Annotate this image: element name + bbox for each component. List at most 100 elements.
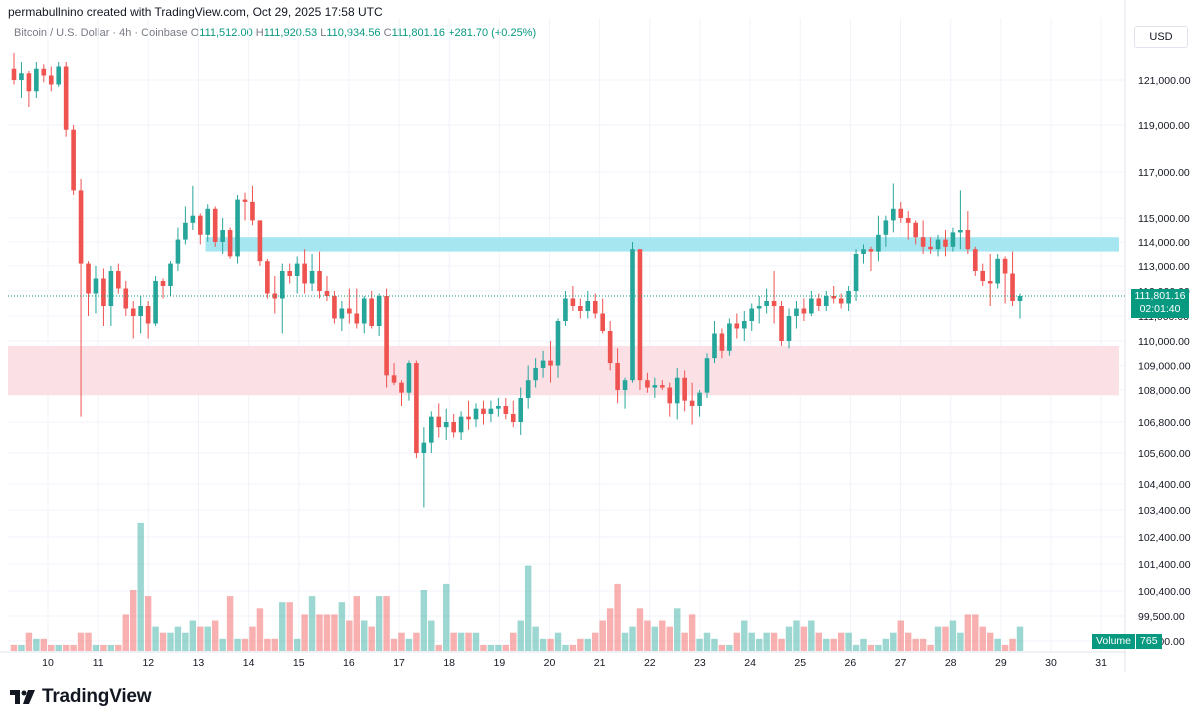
- candle-body: [592, 301, 598, 314]
- volume-bar: [517, 620, 524, 651]
- candle-body: [421, 442, 427, 453]
- volume-bar: [353, 596, 361, 651]
- volume-bar: [405, 638, 413, 651]
- volume-bar: [718, 644, 726, 651]
- price-tick-label: 113,000.00: [1138, 261, 1190, 273]
- time-tick-label: 28: [945, 657, 957, 669]
- volume-bar: [48, 644, 55, 651]
- volume-bar: [293, 638, 301, 651]
- candle: [347, 288, 352, 324]
- candle-body: [585, 301, 591, 311]
- candle-body: [853, 254, 859, 291]
- candle: [749, 303, 755, 331]
- candle: [891, 183, 896, 233]
- candle: [660, 380, 665, 390]
- candle-body: [391, 375, 397, 383]
- volume-bar: [442, 583, 450, 651]
- candle: [630, 242, 635, 383]
- volume-bar: [375, 596, 383, 651]
- candle: [406, 360, 412, 401]
- volume-bar: [867, 644, 875, 651]
- watermark-header: permabullnino created with TradingView.c…: [8, 5, 383, 19]
- candle-body: [987, 281, 993, 284]
- volume-bar: [211, 620, 219, 651]
- candle: [205, 204, 211, 242]
- currency-button[interactable]: USD: [1134, 26, 1188, 48]
- candle: [600, 298, 606, 334]
- candle-body: [361, 298, 367, 324]
- open-value: 111,512.00: [199, 27, 253, 39]
- candle-body: [145, 306, 151, 324]
- volume-bar: [606, 608, 614, 651]
- candle: [332, 291, 337, 324]
- candle-body: [183, 222, 188, 240]
- volume-bar: [465, 632, 472, 651]
- candle: [227, 227, 233, 259]
- volume-bar: [189, 620, 197, 651]
- candle: [309, 254, 315, 291]
- volume-bars: [10, 522, 1024, 651]
- volume-bar: [636, 608, 644, 651]
- close-label: C: [383, 27, 392, 39]
- candle: [756, 296, 762, 324]
- candle-body: [823, 296, 829, 306]
- candle: [250, 185, 255, 226]
- candle: [481, 400, 486, 425]
- candle-body: [846, 291, 851, 304]
- candle-body: [302, 263, 307, 284]
- candle-body: [868, 249, 874, 252]
- volume-bar: [502, 644, 510, 651]
- volume-value: 765: [1136, 634, 1162, 649]
- volume-bar: [264, 638, 271, 651]
- price-axis: 121,000.00 119,000.00 117,000.00 115,000.00…: [1138, 75, 1191, 648]
- candle-body: [78, 190, 84, 264]
- volume-bar: [562, 644, 569, 651]
- candle: [41, 64, 47, 83]
- volume-bar: [85, 632, 92, 651]
- candle-body: [108, 271, 114, 306]
- volume-bar: [152, 626, 159, 651]
- time-tick-label: 19: [494, 657, 506, 669]
- volume-bar: [279, 602, 286, 651]
- candle-body: [220, 230, 225, 242]
- candle-body: [347, 308, 352, 314]
- candle: [235, 195, 240, 264]
- volume-bar: [979, 626, 986, 651]
- candle: [212, 206, 218, 247]
- price-tick-label: 101,400.00: [1138, 559, 1191, 571]
- candle: [987, 254, 993, 306]
- time-tick-label: 14: [243, 657, 255, 669]
- candle-body: [689, 400, 695, 406]
- volume-bar: [845, 632, 852, 651]
- volume-bar: [986, 632, 994, 651]
- volume-bar: [197, 626, 204, 651]
- candle-body: [898, 208, 904, 218]
- candle: [570, 286, 576, 311]
- candle-body: [764, 301, 769, 306]
- candle-body: [26, 73, 32, 92]
- candle: [525, 365, 531, 409]
- tradingview-logo[interactable]: TradingView: [10, 686, 152, 708]
- candle: [1017, 293, 1023, 319]
- candle-body: [369, 298, 374, 326]
- candle-body: [913, 222, 918, 238]
- candle: [764, 288, 769, 314]
- candle: [719, 328, 725, 359]
- candle-body: [414, 363, 419, 453]
- time-tick-label: 31: [1095, 657, 1107, 669]
- candle: [585, 291, 591, 319]
- candle-body: [749, 308, 755, 321]
- volume-bar: [755, 638, 763, 651]
- candle-body: [265, 261, 270, 294]
- candle: [674, 367, 680, 420]
- candle: [652, 377, 658, 398]
- candle: [838, 293, 844, 309]
- volume-bar: [390, 638, 398, 651]
- candle-body: [399, 382, 404, 393]
- volume-bar: [815, 632, 823, 651]
- candle-body: [279, 271, 285, 299]
- candle: [786, 308, 792, 349]
- candle: [809, 291, 814, 316]
- candle-body: [920, 237, 926, 247]
